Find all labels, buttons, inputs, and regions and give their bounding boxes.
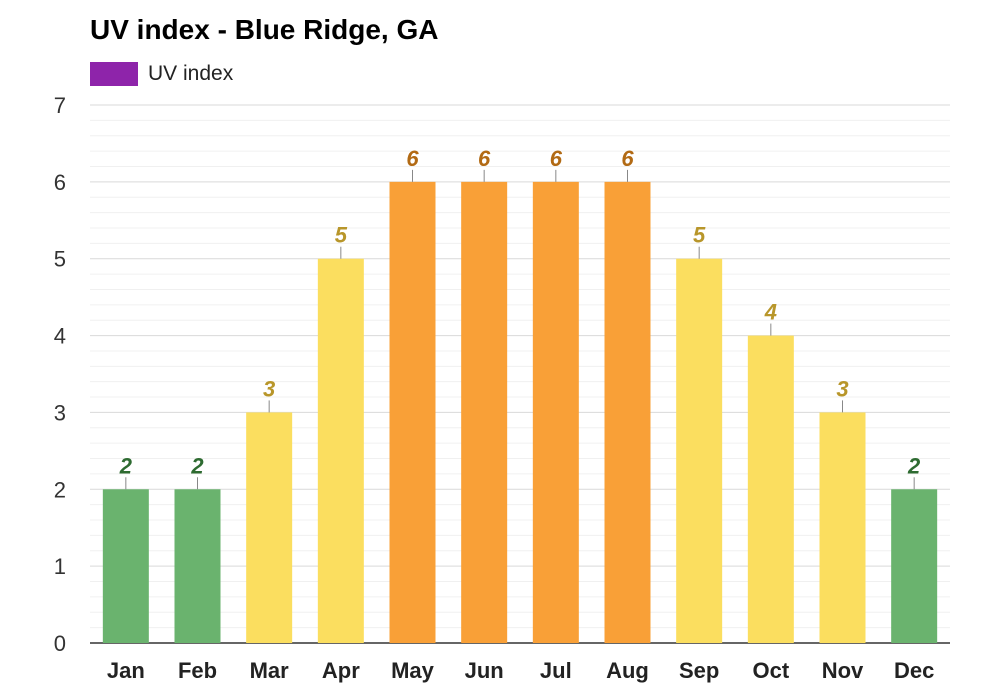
bar-jan[interactable] <box>102 489 149 643</box>
legend-label: UV index <box>148 62 234 85</box>
x-tick-label: Mar <box>250 658 290 683</box>
x-tick-label: Nov <box>822 658 864 683</box>
data-label: 4 <box>764 300 777 325</box>
x-tick-label: Oct <box>752 658 789 683</box>
bar-nov[interactable] <box>819 412 866 643</box>
y-tick-label: 5 <box>54 247 66 272</box>
y-tick-label: 6 <box>54 170 66 195</box>
y-tick-label: 7 <box>54 93 66 118</box>
x-tick-label: Jun <box>465 658 504 683</box>
x-tick-label: Sep <box>679 658 719 683</box>
data-label: 3 <box>836 376 848 401</box>
bar-oct[interactable] <box>747 335 794 643</box>
x-tick-label: Feb <box>178 658 217 683</box>
bar-aug[interactable] <box>604 181 651 643</box>
bar-may[interactable] <box>389 181 436 643</box>
data-label: 6 <box>550 146 563 171</box>
legend[interactable]: UV index <box>90 62 233 86</box>
data-label: 3 <box>263 376 275 401</box>
chart-title: UV index - Blue Ridge, GA <box>90 14 439 45</box>
x-tick-label: Jul <box>540 658 572 683</box>
grid-layer <box>90 104 950 644</box>
bars-layer <box>102 181 938 643</box>
x-tick-label: Jan <box>107 658 145 683</box>
data-label: 5 <box>693 223 706 248</box>
data-label: 5 <box>335 223 348 248</box>
bar-jun[interactable] <box>461 181 508 643</box>
x-tick-label: May <box>391 658 435 683</box>
bar-feb[interactable] <box>174 489 221 643</box>
y-tick-label: 3 <box>54 400 66 425</box>
bar-sep[interactable] <box>676 258 723 643</box>
data-label: 6 <box>621 146 634 171</box>
axis-layer: 0 1 2 3 4 5 6 7 Jan Feb Mar Apr May Jun Jul Aug Sep Oct No… <box>54 93 935 683</box>
bar-mar[interactable] <box>246 412 293 643</box>
bar-dec[interactable] <box>891 489 938 643</box>
legend-swatch <box>90 62 138 86</box>
x-tick-label: Dec <box>894 658 934 683</box>
bar-apr[interactable] <box>317 258 364 643</box>
x-tick-label: Apr <box>322 658 360 683</box>
y-tick-label: 1 <box>54 554 66 579</box>
data-label: 6 <box>478 146 491 171</box>
data-label: 2 <box>907 453 921 478</box>
labels-layer: 2 2 3 5 6 6 6 6 5 4 3 2 <box>119 146 921 490</box>
x-tick-label: Aug <box>606 658 649 683</box>
data-label: 2 <box>190 453 204 478</box>
y-tick-label: 2 <box>54 477 66 502</box>
data-label: 2 <box>119 453 133 478</box>
y-tick-label: 4 <box>54 324 66 349</box>
y-tick-label: 0 <box>54 631 66 656</box>
data-label: 6 <box>406 146 419 171</box>
bar-jul[interactable] <box>532 181 579 643</box>
